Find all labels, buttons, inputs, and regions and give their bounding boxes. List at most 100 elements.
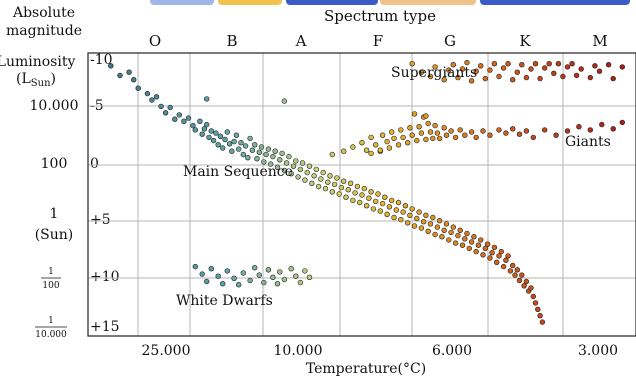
star-point-giants bbox=[487, 132, 493, 138]
abs-mag-label-line1: Absolute bbox=[12, 5, 75, 21]
star-point-main-sequence bbox=[238, 140, 244, 146]
star-point-main-sequence bbox=[498, 248, 504, 255]
star-point-giants bbox=[587, 127, 593, 133]
star-point-main-sequence bbox=[516, 277, 523, 284]
star-point-main-sequence bbox=[466, 245, 472, 252]
star-point-main-sequence bbox=[126, 69, 132, 75]
star-point-main-sequence bbox=[201, 126, 208, 132]
star-point-main-sequence bbox=[434, 224, 441, 230]
star-point-white-dwarfs bbox=[306, 274, 313, 280]
star-point-supergiants bbox=[482, 75, 488, 82]
star-point-white-dwarfs bbox=[208, 266, 215, 272]
star-point-supergiants bbox=[596, 68, 603, 74]
star-point-main-sequence bbox=[286, 153, 292, 160]
star-point-main-sequence bbox=[416, 209, 422, 215]
star-point-main-sequence bbox=[446, 237, 452, 243]
star-point-main-sequence bbox=[231, 138, 237, 145]
star-point-main-sequence bbox=[192, 127, 199, 133]
star-point-main-sequence bbox=[537, 313, 543, 319]
star-point-main-sequence bbox=[167, 104, 173, 111]
spectral-class-a: A bbox=[295, 32, 307, 50]
star-point-main-sequence bbox=[407, 212, 413, 219]
spectral-class-labels: O B A F G K M bbox=[149, 32, 608, 50]
star-point-main-sequence bbox=[293, 158, 299, 164]
star-point-main-sequence bbox=[185, 115, 192, 121]
star-point-supergiants bbox=[450, 61, 456, 68]
star-point-main-sequence bbox=[295, 174, 301, 180]
star-point-main-sequence bbox=[398, 216, 404, 223]
star-point-main-sequence bbox=[268, 161, 274, 167]
star-point-main-sequence bbox=[370, 206, 377, 212]
luminosity-tick-denominator: 100 bbox=[42, 281, 59, 291]
star-point-supergiants bbox=[496, 73, 502, 80]
star-point-giants bbox=[516, 131, 523, 137]
star-point-main-sequence bbox=[318, 176, 324, 182]
star-point-supergiants bbox=[441, 76, 447, 83]
star-point-main-sequence bbox=[532, 300, 539, 306]
star-point-main-sequence bbox=[457, 227, 463, 234]
star-point-main-sequence bbox=[277, 157, 283, 163]
magnitude-tick: +15 bbox=[90, 319, 120, 335]
star-point-main-sequence bbox=[368, 189, 374, 195]
star-point-supergiants bbox=[592, 63, 598, 69]
star-point-giants bbox=[427, 129, 434, 135]
star-point-main-sequence bbox=[519, 272, 525, 278]
star-point-giants bbox=[564, 128, 571, 134]
temperature-tick-25000: 25.000 bbox=[142, 343, 191, 359]
star-point-white-dwarfs bbox=[277, 269, 283, 275]
star-point-main-sequence bbox=[377, 208, 383, 214]
star-point-supergiants bbox=[514, 69, 520, 75]
star-point-giants bbox=[409, 132, 415, 138]
star-point-main-sequence bbox=[514, 267, 520, 273]
star-point-giants bbox=[452, 134, 459, 141]
star-point-giants bbox=[350, 144, 356, 150]
star-point-main-sequence bbox=[491, 244, 498, 251]
star-point-main-sequence bbox=[258, 144, 265, 150]
star-point-main-sequence bbox=[343, 194, 349, 200]
star-point-main-sequence bbox=[281, 167, 288, 174]
star-point-giants bbox=[523, 128, 530, 134]
star-point-main-sequence bbox=[261, 159, 267, 165]
magnitude-tick: 0 bbox=[90, 156, 99, 172]
star-point-main-sequence bbox=[352, 190, 358, 196]
star-point-main-sequence bbox=[149, 97, 155, 103]
spectral-class-f: F bbox=[373, 32, 383, 50]
star-point-supergiants bbox=[619, 64, 625, 70]
star-point-supergiants bbox=[519, 61, 525, 68]
luminosity-tick: 1 bbox=[50, 206, 59, 222]
star-point-main-sequence bbox=[535, 306, 541, 312]
top-edge-tab-1 bbox=[150, 0, 214, 5]
star-point-main-sequence bbox=[468, 239, 475, 245]
star-point-supergiants bbox=[505, 60, 511, 67]
star-point-giants bbox=[599, 121, 605, 128]
star-point-main-sequence bbox=[158, 103, 164, 110]
star-point-main-sequence bbox=[181, 118, 187, 125]
star-point-giants bbox=[386, 145, 393, 151]
star-point-main-sequence bbox=[217, 133, 224, 140]
star-point-white-dwarfs bbox=[204, 278, 210, 285]
star-point-main-sequence bbox=[450, 224, 456, 230]
star-point-main-sequence bbox=[379, 200, 386, 207]
star-point-supergiants bbox=[560, 73, 566, 80]
temperature-tick-labels: 25.000 10.000 6.000 3.000 bbox=[142, 343, 619, 359]
star-point-main-sequence bbox=[331, 181, 338, 188]
star-point-main-sequence bbox=[475, 242, 482, 248]
star-point-white-dwarfs bbox=[293, 273, 299, 279]
label-main-sequence: Main Sequence bbox=[183, 164, 293, 180]
temperature-tick-6000: 6.000 bbox=[432, 343, 472, 359]
label-supergiants: Supergiants bbox=[391, 65, 477, 81]
star-point-main-sequence bbox=[302, 177, 308, 183]
star-point-supergiants bbox=[523, 74, 530, 81]
star-point-main-sequence bbox=[354, 183, 361, 190]
star-point-main-sequence bbox=[245, 155, 251, 161]
star-point-main-sequence bbox=[290, 163, 297, 169]
star-point-giants bbox=[619, 119, 625, 126]
star-point-main-sequence bbox=[373, 198, 379, 205]
luminosity-title-line1: Luminosity bbox=[0, 54, 75, 70]
star-point-main-sequence bbox=[430, 214, 436, 221]
star-point-main-sequence bbox=[288, 171, 294, 177]
star-point-main-sequence bbox=[455, 232, 461, 239]
star-point-supergiants bbox=[478, 63, 484, 69]
star-point-main-sequence bbox=[283, 160, 290, 166]
star-point-main-sequence bbox=[361, 185, 367, 192]
